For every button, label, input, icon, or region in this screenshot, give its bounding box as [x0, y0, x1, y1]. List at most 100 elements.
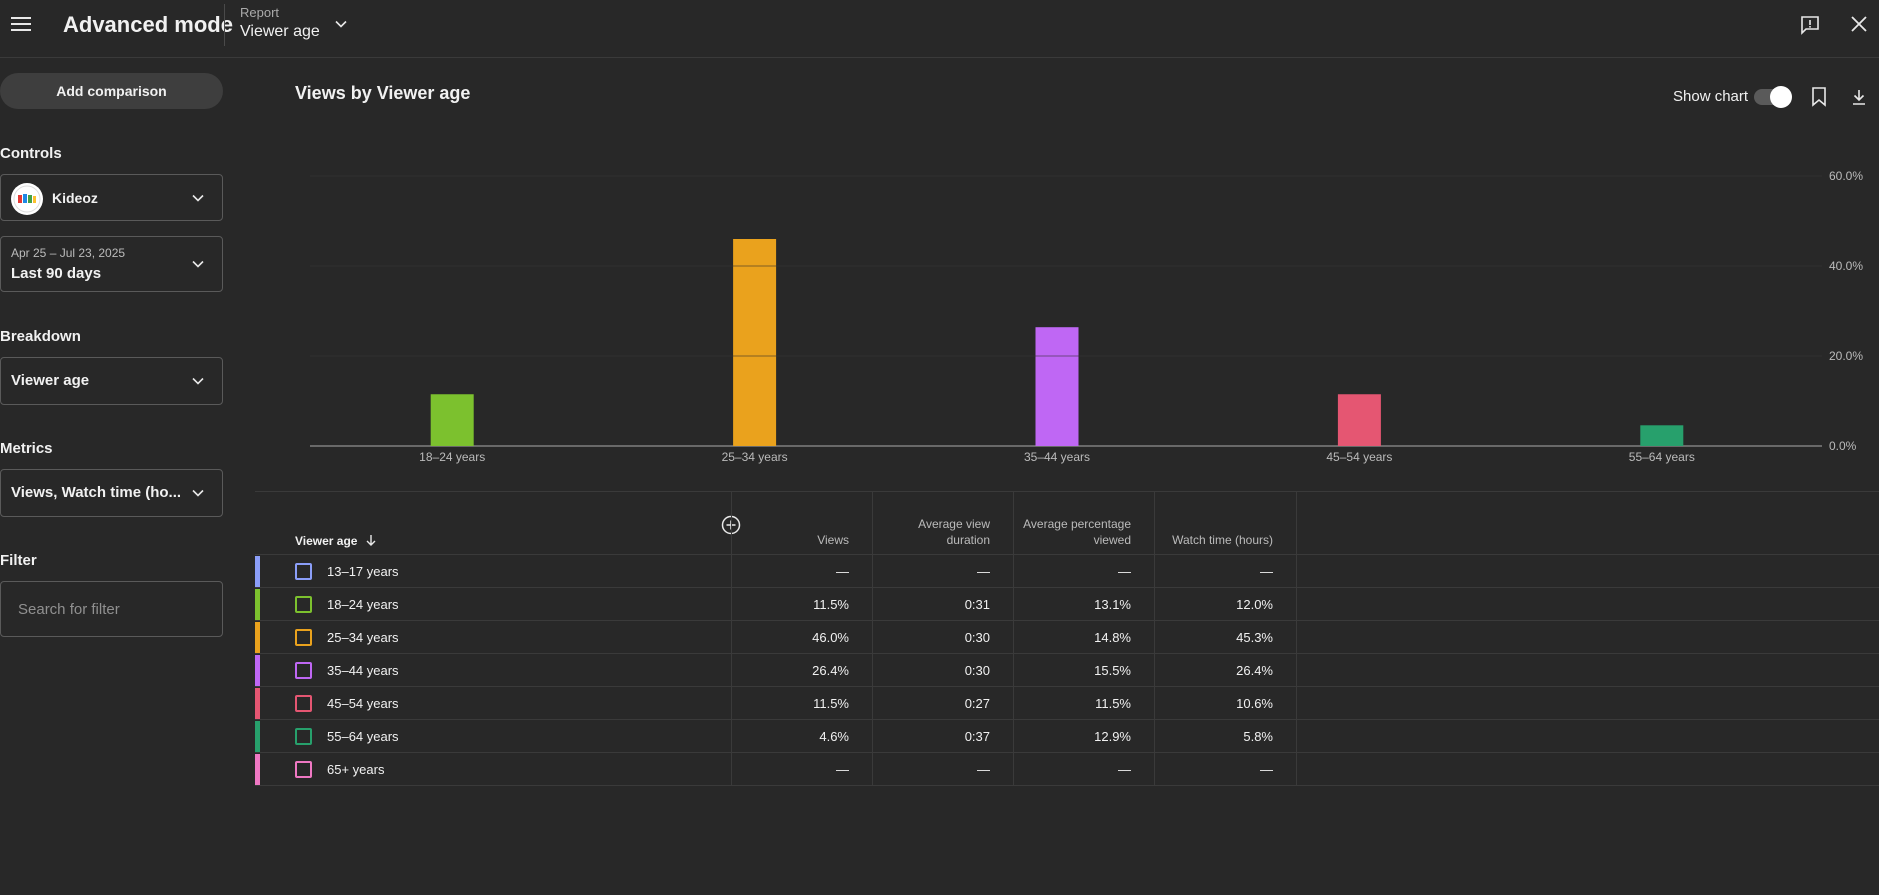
table-cell: 0:30 [872, 654, 1013, 687]
feedback-icon[interactable] [1799, 14, 1821, 36]
page-title: Advanced mode [63, 12, 233, 37]
table-row: 45–54 years 11.5% 0:27 11.5% 10.6% [255, 687, 1879, 720]
column-header-watch-time[interactable]: Watch time (hours) [1154, 492, 1296, 555]
x-tick-label: 55–64 years [1629, 450, 1695, 464]
row-color-stripe [255, 622, 260, 653]
metrics-selector[interactable]: Views, Watch time (ho... [0, 469, 223, 517]
metrics-value: Views, Watch time (ho... [11, 484, 182, 501]
column-divider [1296, 555, 1297, 588]
column-header-viewer-age[interactable]: Viewer age [295, 534, 358, 548]
column-divider [1296, 588, 1297, 621]
column-divider [1296, 753, 1297, 786]
filter-label: Filter [0, 552, 37, 569]
breakdown-selector[interactable]: Viewer age [0, 357, 223, 405]
chevron-down-icon [192, 489, 204, 497]
table-cell: 10.6% [1154, 687, 1296, 720]
table-cell: 11.5% [731, 687, 872, 720]
column-divider [1296, 720, 1297, 753]
bookmark-icon[interactable] [1810, 86, 1828, 108]
table-header-row: Viewer age Views Average view duration A… [255, 492, 1879, 555]
add-comparison-button[interactable]: Add comparison [0, 73, 223, 109]
table-cell: — [1013, 753, 1154, 786]
data-table: Viewer age Views Average view duration A… [255, 491, 1879, 786]
table-cell: 0:27 [872, 687, 1013, 720]
hamburger-menu-icon[interactable] [11, 14, 31, 32]
table-cell: 13.1% [1013, 588, 1154, 621]
table-cell: — [1154, 555, 1296, 588]
column-header-views[interactable]: Views [731, 492, 872, 555]
row-color-stripe [255, 589, 260, 620]
table-cell: 12.9% [1013, 720, 1154, 753]
y-tick-label: 40.0% [1829, 259, 1863, 273]
table-cell: 5.8% [1154, 720, 1296, 753]
column-header-average-percentage-viewed[interactable]: Average percentage viewed [1013, 492, 1154, 555]
x-tick-label: 35–44 years [1024, 450, 1090, 464]
row-checkbox[interactable] [295, 629, 312, 646]
row-label: 65+ years [327, 762, 385, 777]
table-body: 13–17 years — — — —18–24 years 11.5% 0:31 13.1%… [255, 555, 1879, 786]
y-tick-label: 60.0% [1829, 169, 1863, 183]
table-cell: 4.6% [731, 720, 872, 753]
report-selector[interactable]: Viewer age [240, 23, 320, 40]
chevron-down-icon [192, 260, 204, 268]
date-range-selector[interactable]: Apr 25 – Jul 23, 2025 Last 90 days [0, 236, 223, 292]
date-preset-text: Last 90 days [11, 265, 102, 282]
column-divider [1296, 621, 1297, 654]
viewer-age-bar-chart: 0.0% 20.0% 40.0% 60.0% 18–24 years 25–34 year… [310, 169, 1863, 464]
toggle-knob [1770, 86, 1792, 108]
table-cell: 26.4% [731, 654, 872, 687]
channel-selector[interactable]: Kideoz [0, 174, 223, 221]
table-cell: 0:31 [872, 588, 1013, 621]
row-color-stripe [255, 556, 260, 587]
table-cell: 26.4% [1154, 654, 1296, 687]
table-cell: — [1013, 555, 1154, 588]
row-label: 45–54 years [327, 696, 399, 711]
chevron-down-icon[interactable] [333, 16, 349, 32]
filter-search-input[interactable] [0, 581, 223, 637]
y-tick-label: 20.0% [1829, 349, 1863, 363]
chart-bar [733, 239, 777, 446]
table-cell: — [731, 555, 872, 588]
chevron-down-icon [192, 377, 204, 385]
table-cell: 0:30 [872, 621, 1013, 654]
date-range-text: Apr 25 – Jul 23, 2025 [11, 246, 126, 260]
table-cell: — [1154, 753, 1296, 786]
table-cell: — [731, 753, 872, 786]
table-row: 25–34 years 46.0% 0:30 14.8% 45.3% [255, 621, 1879, 654]
channel-name: Kideoz [52, 190, 98, 206]
report-label: Report [240, 5, 280, 20]
show-chart-toggle[interactable] [1754, 86, 1792, 108]
row-color-stripe [255, 655, 260, 686]
row-checkbox[interactable] [295, 662, 312, 679]
row-checkbox[interactable] [295, 761, 312, 778]
row-checkbox[interactable] [295, 596, 312, 613]
table-cell: 14.8% [1013, 621, 1154, 654]
column-divider [1296, 687, 1297, 720]
metrics-label: Metrics [0, 440, 53, 457]
table-cell: — [872, 753, 1013, 786]
x-tick-label: 18–24 years [419, 450, 485, 464]
table-cell: — [872, 555, 1013, 588]
chevron-down-icon [192, 194, 204, 202]
table-cell: 46.0% [731, 621, 872, 654]
row-checkbox[interactable] [295, 563, 312, 580]
chart-bar [1337, 394, 1381, 446]
table-cell: 12.0% [1154, 588, 1296, 621]
download-icon[interactable] [1849, 87, 1869, 107]
row-label: 13–17 years [327, 564, 399, 579]
table-cell: 45.3% [1154, 621, 1296, 654]
table-cell: 0:37 [872, 720, 1013, 753]
column-header-average-view-duration[interactable]: Average view duration [872, 492, 1013, 555]
row-color-stripe [255, 754, 260, 785]
row-checkbox[interactable] [295, 728, 312, 745]
row-checkbox[interactable] [295, 695, 312, 712]
table-row: 13–17 years — — — — [255, 555, 1879, 588]
controls-label: Controls [0, 145, 62, 162]
breakdown-value: Viewer age [11, 372, 90, 389]
header-divider [224, 4, 225, 46]
row-label: 55–64 years [327, 729, 399, 744]
chart-bar [430, 394, 474, 446]
close-icon[interactable] [1849, 14, 1869, 34]
arrow-down-icon[interactable] [364, 533, 378, 547]
chart-title: Views by Viewer age [295, 83, 471, 103]
